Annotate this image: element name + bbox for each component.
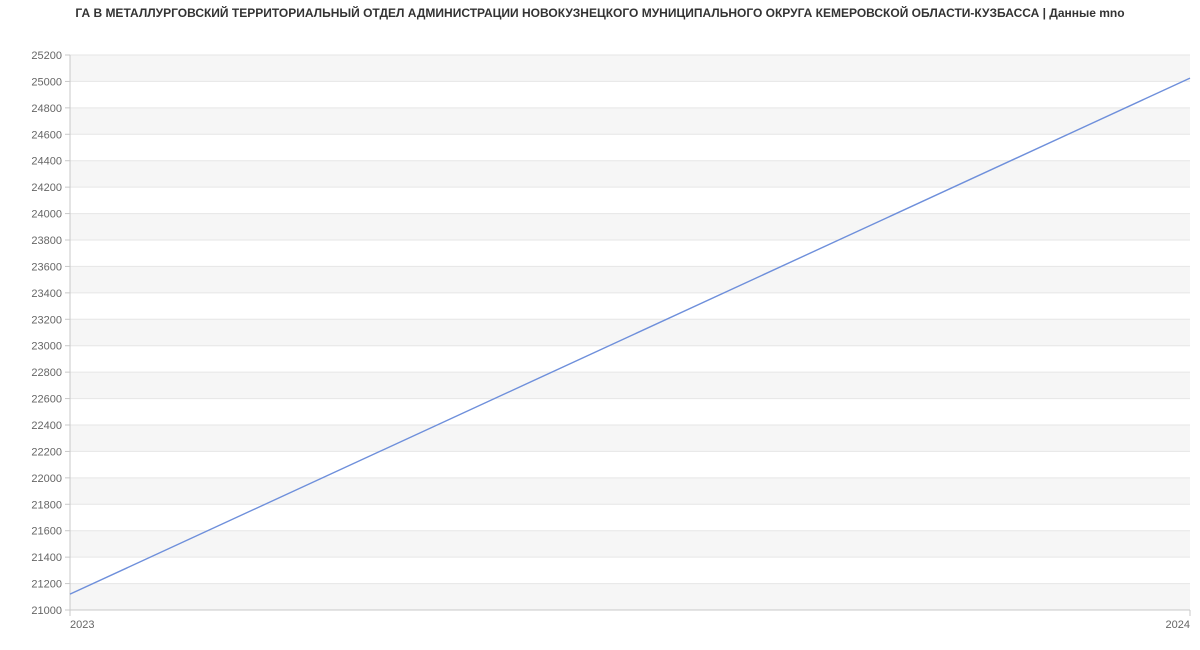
grid-band: [70, 240, 1190, 266]
y-tick-label: 23800: [31, 235, 62, 247]
y-tick-label: 24400: [31, 156, 62, 168]
chart-title: ГА В МЕТАЛЛУРГОВСКИЙ ТЕРРИТОРИАЛЬНЫЙ ОТД…: [0, 0, 1200, 20]
grid-band: [70, 451, 1190, 477]
grid-band: [70, 108, 1190, 134]
y-tick-label: 24800: [31, 103, 62, 115]
grid-band: [70, 319, 1190, 345]
y-tick-label: 21000: [31, 605, 62, 617]
y-tick-label: 21600: [31, 526, 62, 538]
grid-band: [70, 81, 1190, 107]
grid-band: [70, 161, 1190, 187]
y-tick-label: 24600: [31, 129, 62, 141]
y-tick-label: 23400: [31, 288, 62, 300]
x-tick-label: 2024: [1166, 619, 1190, 630]
y-tick-label: 24200: [31, 182, 62, 194]
grid-band: [70, 134, 1190, 160]
y-tick-label: 21400: [31, 552, 62, 564]
y-tick-label: 23600: [31, 261, 62, 273]
y-tick-label: 21800: [31, 499, 62, 511]
y-tick-label: 23200: [31, 314, 62, 326]
grid-band: [70, 372, 1190, 398]
grid-band: [70, 531, 1190, 557]
y-tick-label: 22000: [31, 473, 62, 485]
y-tick-label: 24000: [31, 209, 62, 221]
grid-band: [70, 55, 1190, 81]
grid-band: [70, 399, 1190, 425]
y-tick-label: 21200: [31, 579, 62, 591]
grid-band: [70, 187, 1190, 213]
y-tick-label: 22800: [31, 367, 62, 379]
grid-band: [70, 266, 1190, 292]
y-tick-label: 25000: [31, 76, 62, 88]
grid-band: [70, 557, 1190, 583]
y-tick-label: 22400: [31, 420, 62, 432]
y-tick-label: 25200: [31, 50, 62, 62]
y-tick-label: 23000: [31, 341, 62, 353]
x-tick-label: 2023: [70, 619, 94, 630]
chart-container: 21000 21200 21400 21600 21800 22000 22200 22400…: [0, 20, 1200, 630]
grid-band: [70, 346, 1190, 372]
grid-band: [70, 425, 1190, 451]
grid-band: [70, 478, 1190, 504]
grid-band: [70, 584, 1190, 610]
grid-band: [70, 214, 1190, 240]
grid-band: [70, 293, 1190, 319]
y-tick-label: 22200: [31, 446, 62, 458]
line-chart: 21000 21200 21400 21600 21800 22000 22200 22400…: [0, 20, 1200, 630]
y-tick-label: 22600: [31, 394, 62, 406]
